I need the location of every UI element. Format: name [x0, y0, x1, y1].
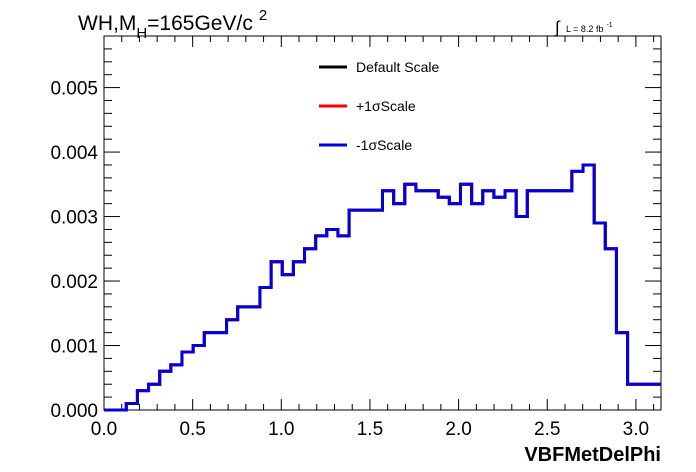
- legend-label-minus1sigma: -1σScale: [356, 137, 412, 153]
- title-subscript: H: [136, 25, 147, 42]
- x-tick-label: 0.0: [91, 419, 117, 440]
- series-lines: [104, 163, 661, 412]
- y-tick-label: 0.004: [50, 143, 98, 164]
- y-tick-label: 0.001: [50, 337, 98, 358]
- y-tick-labels: 0.000 0.001 0.002 0.003 0.004 0.005: [50, 79, 98, 422]
- y-tick-label: 0.002: [50, 272, 98, 293]
- x-tick-label: 1.0: [268, 419, 294, 440]
- lumi-text: L = 8.2 fb: [566, 24, 603, 34]
- title-superscript: 2: [259, 7, 267, 24]
- lumi-integral: ∫: [554, 18, 561, 37]
- legend-label-default: Default Scale: [356, 59, 439, 75]
- title-rest: =165GeV/c: [147, 12, 253, 35]
- x-tick-label: 2.5: [534, 419, 560, 440]
- y-tick-label: 0.003: [50, 208, 98, 229]
- x-tick-marks: [103, 36, 655, 410]
- x-tick-labels: 0.0 0.5 1.0 1.5 2.0 2.5 3.0: [91, 419, 649, 440]
- x-tick-label: 0.5: [179, 419, 205, 440]
- title-main: WH,M: [78, 12, 136, 35]
- x-tick-label: 1.5: [357, 419, 383, 440]
- x-tick-label: 2.0: [445, 419, 471, 440]
- legend-label-plus1sigma: +1σScale: [356, 98, 416, 114]
- series-line-minus1sigma: [104, 163, 661, 412]
- y-tick-label: 0.005: [50, 79, 98, 100]
- x-axis-label: VBFMetDelPhi: [524, 444, 661, 466]
- x-tick-label: 3.0: [623, 419, 649, 440]
- plot-frame: [103, 35, 662, 411]
- lumi-superscript: -1: [606, 22, 612, 29]
- y-tick-label: 0.000: [50, 401, 98, 422]
- y-tick-marks: [104, 35, 661, 411]
- lumi-label: L = 8.2 fb -1: [566, 22, 613, 34]
- legend: Default Scale +1σScale -1σScale: [319, 59, 439, 153]
- chart-title: WH,MH=165GeV/c 2: [78, 7, 267, 42]
